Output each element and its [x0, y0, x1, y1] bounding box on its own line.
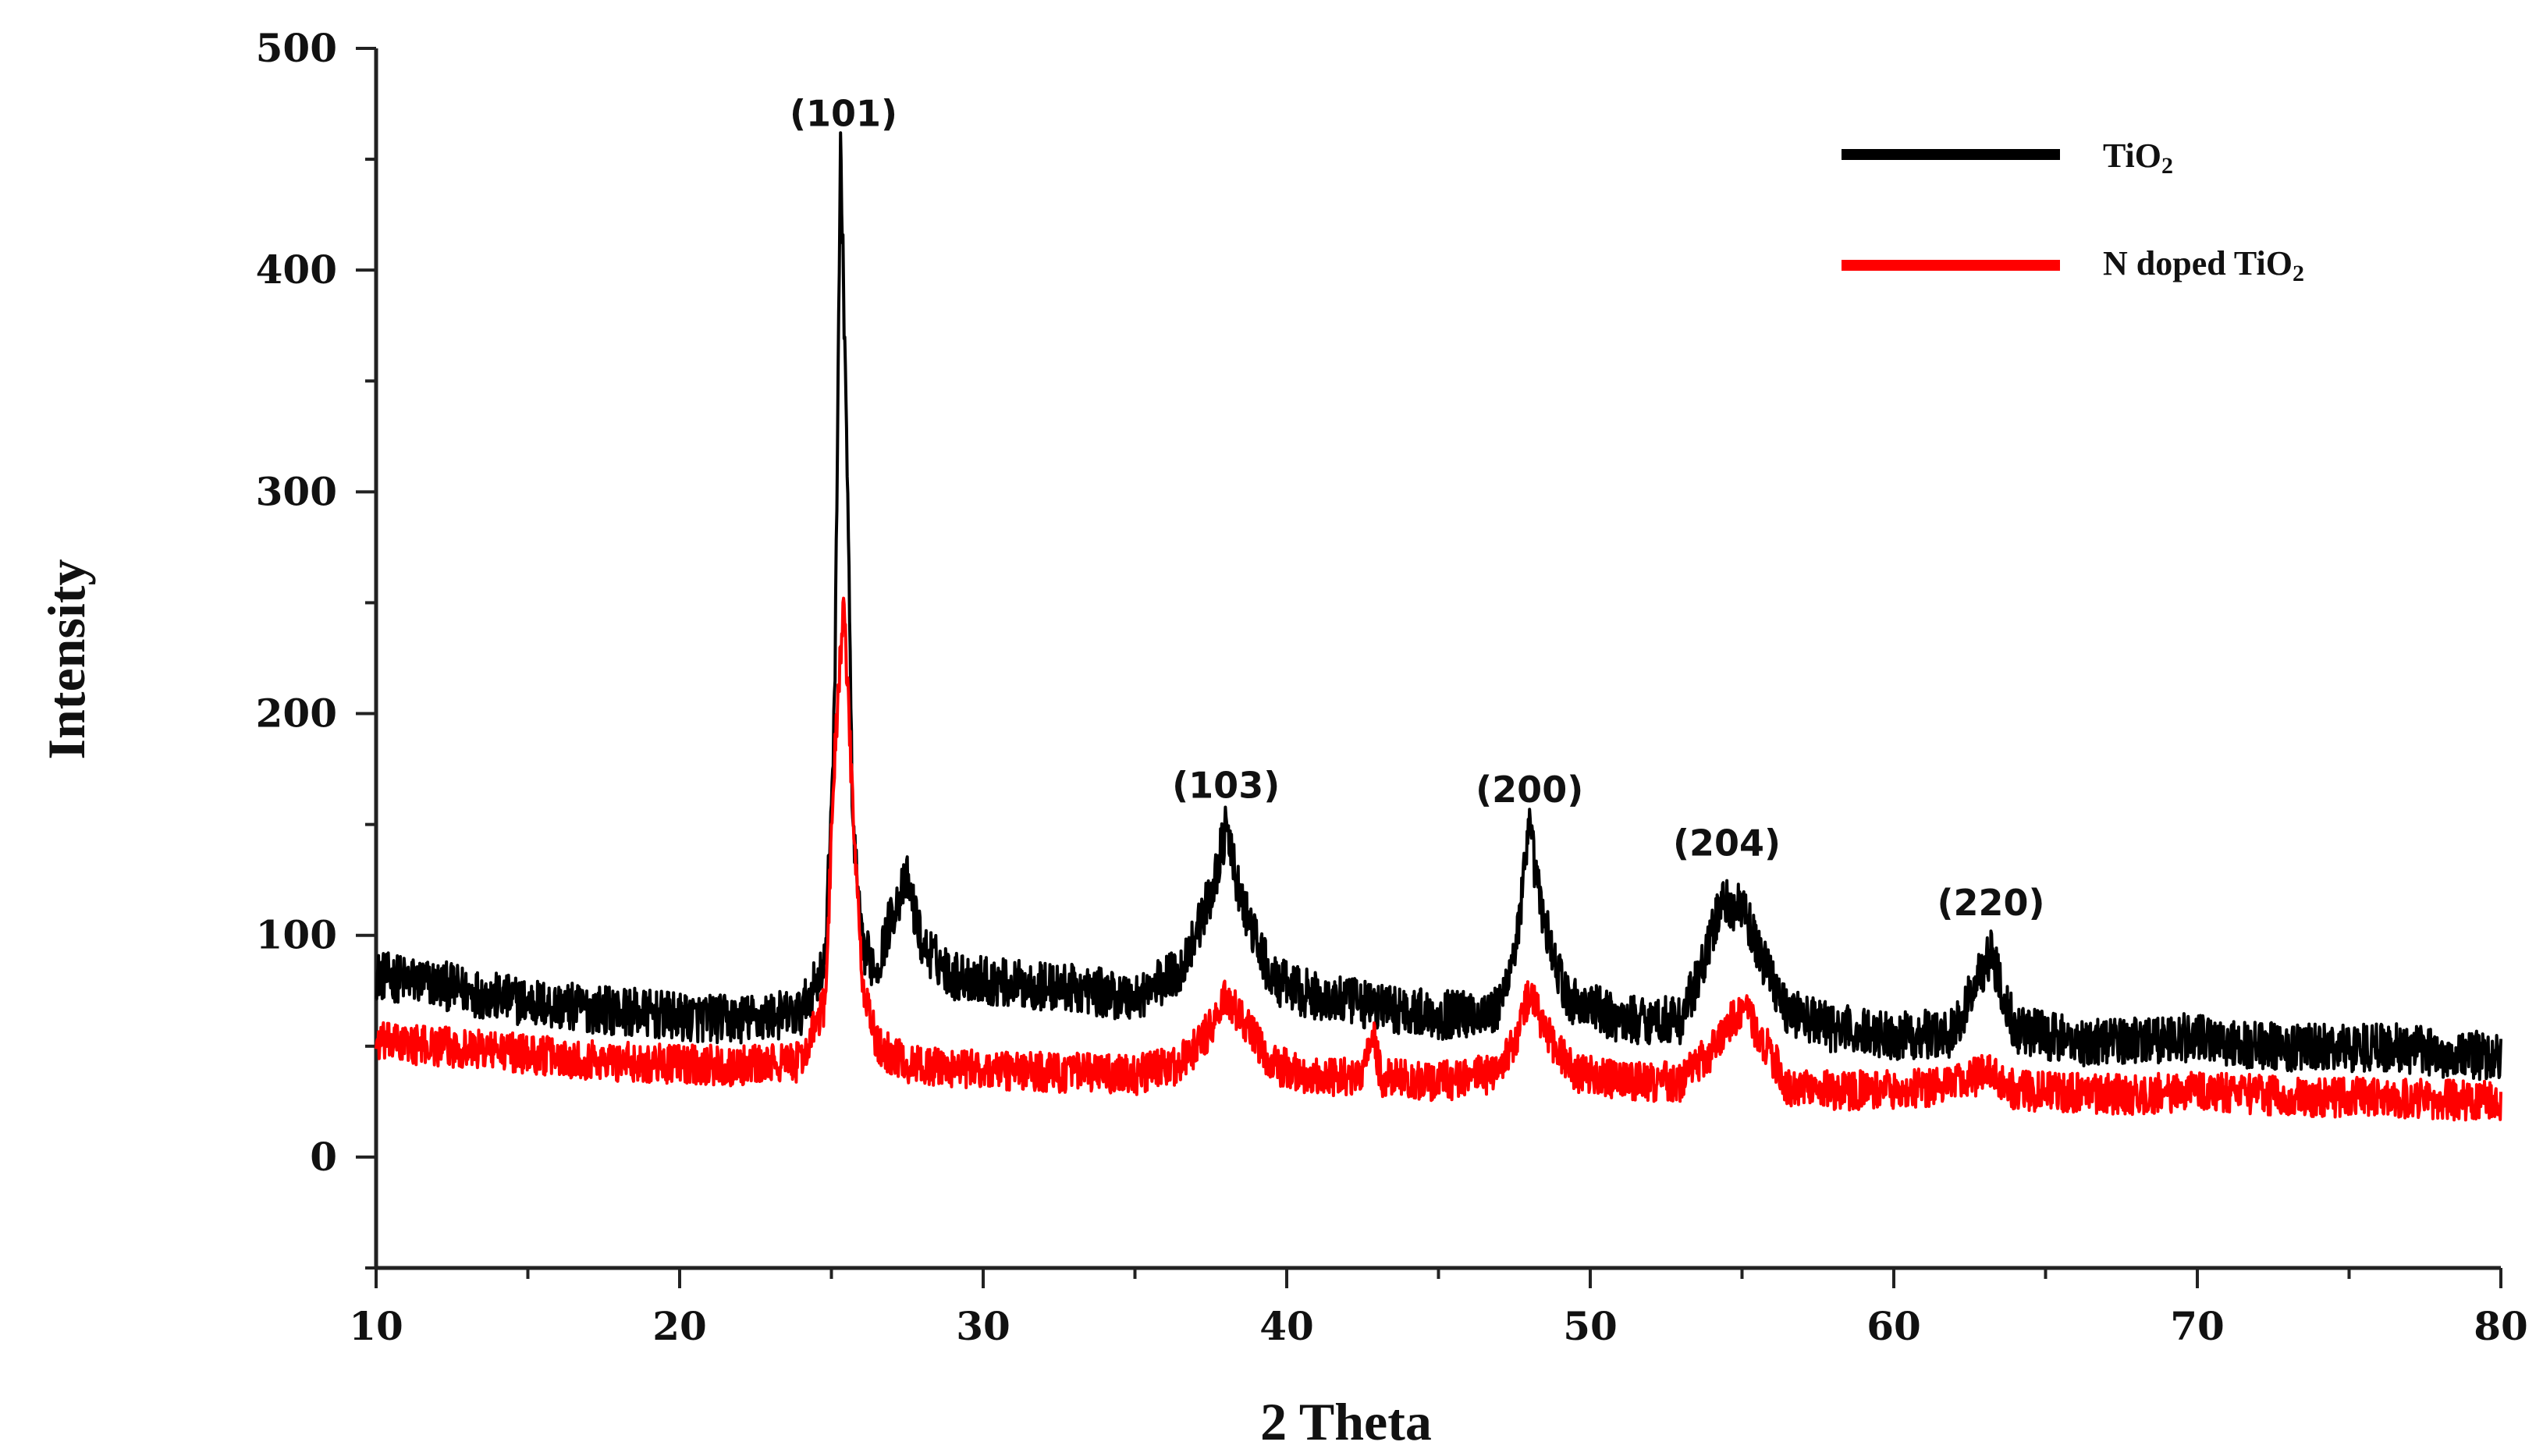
legend-label-tio2: TiO2 — [2103, 137, 2173, 179]
peak-label: (204) — [1673, 822, 1781, 864]
x-tick-label: 40 — [1259, 1303, 1314, 1349]
series-line-n-doped-tio2 — [375, 596, 2502, 1122]
x-tick-label: 30 — [956, 1303, 1010, 1349]
y-tick-label: 100 — [256, 912, 337, 958]
series-layer — [375, 131, 2502, 1122]
legend-label-n-doped-tio2: N doped TiO2 — [2103, 244, 2304, 286]
legend: TiO2 N doped TiO2 — [1842, 137, 2304, 286]
x-tick-label: 80 — [2474, 1303, 2528, 1349]
peak-label: (200) — [1476, 769, 1583, 811]
x-tick-label: 10 — [349, 1303, 403, 1349]
y-tick-label: 300 — [256, 468, 337, 514]
peak-label: (220) — [1937, 882, 2044, 924]
x-tick-label: 20 — [652, 1303, 707, 1349]
y-axis-title: Intensity — [37, 559, 96, 760]
y-tick-label: 200 — [256, 691, 337, 737]
x-axis-title: 2 Theta — [1260, 1392, 1432, 1451]
x-tick-label: 70 — [2170, 1303, 2225, 1349]
x-tick-label: 60 — [1866, 1303, 1921, 1349]
peak-annotations: (101) (103) (200) (204) (220) — [790, 92, 2044, 924]
x-tick-label: 50 — [1563, 1303, 1618, 1349]
y-tick-label: 0 — [310, 1134, 337, 1180]
peak-label: (103) — [1172, 765, 1280, 807]
peak-label: (101) — [790, 92, 897, 134]
y-tick-label: 500 — [256, 25, 337, 71]
series-line-tio2 — [375, 131, 2502, 1081]
y-tick-label: 400 — [256, 247, 337, 293]
axes: 0 100 200 300 400 500 10 20 30 40 50 60 70 80 — [256, 25, 2528, 1349]
